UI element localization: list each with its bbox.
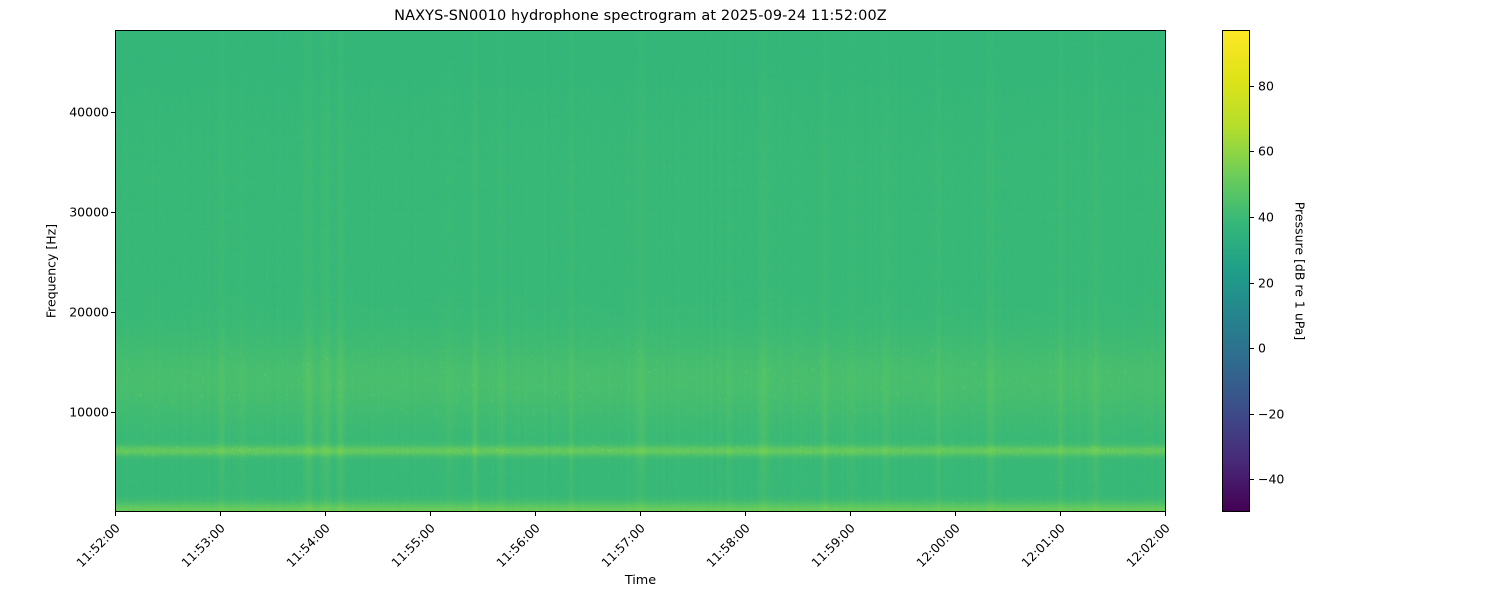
y-tick-label: 30000: [69, 204, 109, 220]
x-tick-label: 12:01:00: [1018, 521, 1068, 571]
colorbar-tick-mark: [1250, 348, 1254, 350]
x-axis-label: Time: [624, 573, 657, 588]
x-tick-label: 11:58:00: [703, 521, 753, 571]
colorbar-tick-mark: [1250, 413, 1254, 415]
x-tick-mark: [535, 512, 537, 516]
y-tick-label: 20000: [69, 304, 109, 320]
x-tick-label: 12:02:00: [1123, 521, 1173, 571]
y-tick-mark: [111, 112, 115, 114]
chart-title: NAXYS-SN0010 hydrophone spectrogram at 2…: [394, 8, 887, 24]
colorbar-gradient: [1223, 31, 1249, 511]
y-axis-label: Frequency [Hz]: [43, 223, 59, 319]
x-tick-mark: [745, 512, 747, 516]
colorbar-tick-label: 80: [1258, 78, 1274, 94]
x-tick-mark: [640, 512, 642, 516]
y-tick-label: 10000: [69, 404, 109, 420]
x-tick-mark: [850, 512, 852, 516]
x-tick-mark: [325, 512, 327, 516]
x-tick-label: 11:54:00: [283, 521, 333, 571]
colorbar-tick-label: 20: [1258, 275, 1274, 290]
y-tick-mark: [111, 212, 115, 214]
x-tick-label: 12:00:00: [913, 521, 963, 571]
colorbar-tick-mark: [1250, 151, 1254, 153]
colorbar-tick-mark: [1250, 85, 1254, 87]
colorbar-tick-mark: [1250, 282, 1254, 284]
y-tick-label: 40000: [69, 104, 109, 120]
x-tick-mark: [430, 512, 432, 516]
x-tick-label: 11:53:00: [178, 521, 228, 571]
colorbar[interactable]: [1222, 30, 1250, 512]
colorbar-tick-label: 60: [1258, 143, 1274, 159]
y-tick-mark: [111, 312, 115, 314]
x-tick-mark: [220, 512, 222, 516]
colorbar-tick-mark: [1250, 479, 1254, 481]
x-tick-label: 11:56:00: [493, 521, 543, 571]
x-tick-label: 11:57:00: [598, 521, 648, 571]
colorbar-tick-label: 0: [1258, 340, 1266, 356]
x-tick-label: 11:59:00: [808, 521, 858, 571]
x-tick-mark: [1165, 512, 1167, 516]
x-tick-label: 11:52:00: [73, 521, 123, 571]
x-tick-mark: [1060, 512, 1062, 516]
spectrogram-plot-area[interactable]: [115, 30, 1166, 512]
x-tick-mark: [115, 512, 117, 516]
colorbar-tick-mark: [1250, 216, 1254, 218]
y-tick-mark: [111, 412, 115, 414]
colorbar-label: Pressure [dB re 1 uPa]: [1292, 201, 1308, 341]
x-tick-label: 11:55:00: [388, 521, 438, 571]
spectrogram-image: [116, 31, 1165, 511]
colorbar-tick-label: 40: [1258, 209, 1274, 225]
x-tick-mark: [955, 512, 957, 516]
colorbar-tick-label: −20: [1258, 406, 1285, 422]
colorbar-tick-label: −40: [1258, 471, 1285, 487]
y-axis-label-wrapper: Frequency [Hz]: [44, 0, 59, 600]
